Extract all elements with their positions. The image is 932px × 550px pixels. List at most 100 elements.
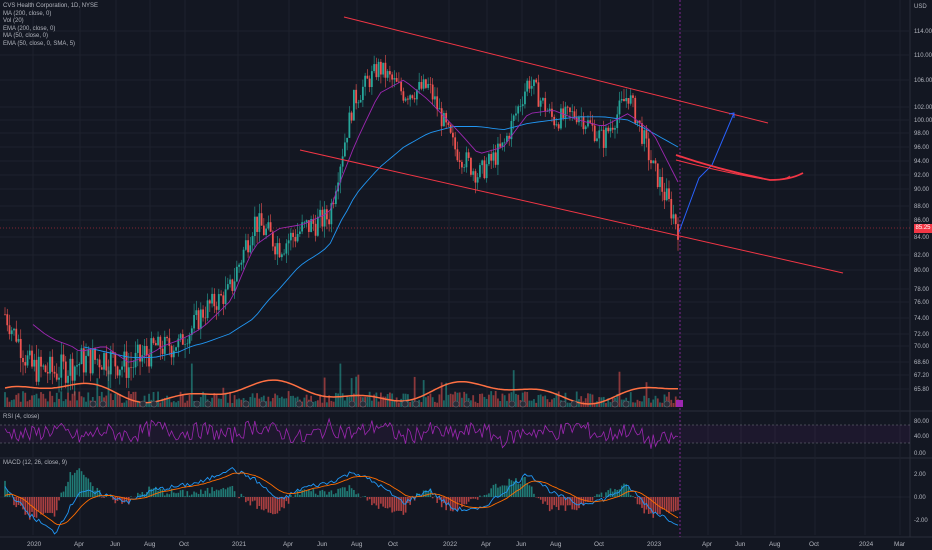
candle-body — [170, 345, 173, 358]
volume-bar — [663, 394, 666, 407]
macd-hist-bar — [150, 488, 153, 497]
macd-hist-bar — [429, 488, 432, 497]
time-tick-label: Oct — [594, 541, 604, 548]
volume-bar — [488, 394, 490, 407]
volume-bar — [274, 393, 277, 407]
volume-bar — [116, 393, 119, 407]
macd-hist-bar — [96, 487, 99, 497]
candle-body — [670, 198, 673, 219]
volume-bar — [170, 402, 173, 407]
volume-bar — [647, 398, 650, 407]
price-tick-label: 70.00 — [914, 344, 930, 350]
volume-bar — [620, 399, 623, 407]
macd-label[interactable]: MACD (12, 26, close, 9) — [3, 460, 68, 466]
macd-hist-bar — [6, 489, 9, 497]
candle-body — [292, 232, 295, 237]
macd-histogram — [4, 468, 679, 520]
volume-bar — [321, 402, 324, 407]
volume-bar — [224, 392, 227, 407]
candle-body — [197, 310, 200, 330]
candle-body — [668, 188, 670, 199]
volume-bar — [330, 400, 333, 407]
volume-bar — [107, 366, 110, 407]
candle-body — [15, 328, 18, 342]
event-marker — [559, 400, 567, 408]
volume-bar — [472, 395, 475, 407]
macd-hist-bar — [647, 497, 650, 514]
candle-body — [161, 348, 164, 354]
candle-body — [535, 79, 538, 83]
volume-bar — [346, 395, 349, 407]
macd-hist-bar — [80, 471, 83, 497]
volume-bar — [10, 400, 13, 407]
volume-bar — [249, 396, 252, 407]
legend-ma50[interactable]: MA (50, close, 0) — [3, 33, 49, 40]
legend-ema200[interactable]: EMA (200, close, 0) — [3, 25, 56, 32]
volume-bar — [557, 391, 560, 407]
candle-body — [379, 61, 382, 75]
candle-body — [51, 356, 54, 372]
macd-hist-bar — [501, 485, 504, 497]
candle-body — [515, 113, 517, 116]
macd-hist-bar — [254, 497, 256, 501]
rsi-label[interactable]: RSI (4, close) — [3, 414, 40, 420]
candle-body — [251, 236, 254, 246]
candle-body — [154, 343, 157, 346]
time-tick-label: Jun — [735, 541, 746, 548]
candle-body — [528, 80, 531, 89]
volume-bar — [607, 398, 610, 407]
volume-bar — [461, 397, 463, 407]
volume-bar — [456, 392, 459, 407]
macd-hist-bar — [173, 492, 175, 497]
volume-bar — [181, 394, 184, 407]
macd-hist-bar — [497, 487, 499, 497]
macd-hist-bar — [58, 497, 60, 501]
legend-vol[interactable]: Vol (20) — [3, 18, 24, 25]
volume-bar — [204, 394, 207, 407]
candle-body — [551, 108, 553, 117]
volume-bar — [551, 399, 553, 407]
event-marker — [611, 400, 619, 408]
volume-bar — [375, 392, 378, 407]
macd-hist-bar — [494, 483, 497, 497]
macd-hist-bar — [474, 497, 477, 499]
candle-body — [562, 108, 565, 118]
macd-hist-bar — [55, 497, 58, 511]
candle-body — [346, 137, 349, 143]
candle-body — [422, 79, 425, 89]
price-tick-label: 114.00 — [914, 29, 932, 35]
macd-hist-bar — [609, 488, 612, 497]
volume-bar — [226, 402, 229, 407]
macd-hist-bar — [611, 491, 614, 497]
symbol-title[interactable]: CVS Health Corporation, 1D, NYSE — [3, 3, 99, 9]
volume-bar — [355, 376, 358, 407]
macd-hist-bar — [332, 494, 335, 497]
volume-bar — [136, 400, 139, 407]
macd-hist-bar — [202, 493, 204, 497]
candle-body — [539, 100, 542, 107]
candle-body — [447, 122, 450, 125]
volume-bar — [436, 402, 439, 407]
volume-bar — [656, 398, 659, 407]
volume-bar — [319, 394, 322, 407]
volume-bar — [51, 395, 54, 407]
macd-hist-bar — [157, 491, 159, 497]
event-marker — [306, 400, 314, 408]
candle-body — [677, 224, 679, 240]
volume-bar — [37, 398, 40, 407]
volume-bar — [539, 394, 542, 407]
candle-body — [289, 232, 292, 241]
ma200-line — [83, 116, 679, 358]
volume-bar — [152, 392, 155, 407]
volume-bar — [609, 401, 612, 407]
macd-hist-bar — [200, 489, 202, 497]
legend-ma200[interactable]: MA (200, close, 0) — [3, 10, 52, 17]
candle-body — [467, 152, 470, 158]
event-marker — [89, 400, 97, 408]
volume-ema-line — [4, 379, 679, 405]
volume-bar — [71, 393, 74, 407]
candle-body — [526, 80, 529, 92]
legend-ema50[interactable]: EMA (50, close, 0, SMA, 5) — [3, 40, 76, 47]
volume-bar — [434, 401, 436, 407]
